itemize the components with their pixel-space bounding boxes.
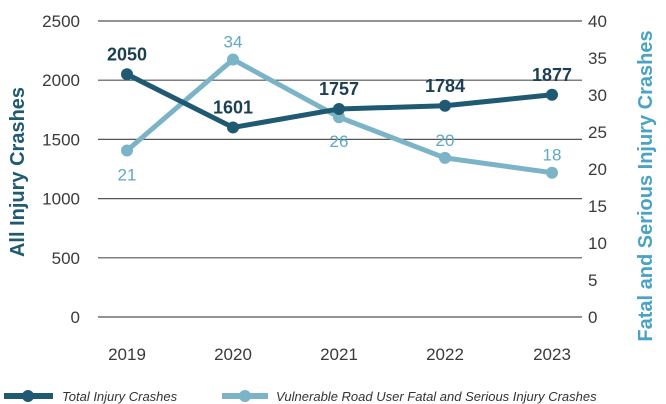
data-point-vulnerable xyxy=(546,166,558,179)
data-point-vulnerable xyxy=(227,53,239,66)
right-tick-label: 0 xyxy=(588,308,597,327)
data-point-total xyxy=(227,121,239,134)
x-tick-label: 2023 xyxy=(533,345,571,364)
left-axis-title: All Injury Crashes xyxy=(7,87,29,257)
x-tick-label: 2020 xyxy=(214,345,252,364)
right-tick-label: 30 xyxy=(588,86,607,105)
data-point-vulnerable xyxy=(121,144,133,157)
data-label-vulnerable: 18 xyxy=(543,146,562,165)
left-axis-ticks: 0 500 1000 1500 2000 2500 xyxy=(42,12,80,327)
legend-label-vulnerable: Vulnerable Road User Fatal and Serious I… xyxy=(276,389,597,404)
right-tick-label: 40 xyxy=(588,12,607,31)
series-lines xyxy=(121,53,558,179)
gridlines xyxy=(98,20,582,318)
right-axis-title: Fatal and Serious Injury Crashes xyxy=(635,30,657,341)
data-point-total xyxy=(546,88,558,101)
data-point-total xyxy=(121,68,133,81)
data-point-total xyxy=(439,99,451,112)
data-labels: 2050 1601 1757 1784 1877 21 34 26 20 18 xyxy=(107,32,572,184)
left-tick-label: 2000 xyxy=(42,71,80,90)
left-tick-label: 1000 xyxy=(42,190,80,209)
data-label-total: 1757 xyxy=(319,79,359,99)
right-tick-label: 15 xyxy=(588,197,607,216)
x-tick-label: 2022 xyxy=(426,345,464,364)
right-tick-label: 10 xyxy=(588,234,607,253)
legend-marker-vulnerable xyxy=(239,390,251,402)
right-tick-label: 5 xyxy=(588,271,597,290)
data-label-vulnerable: 21 xyxy=(118,166,137,185)
data-label-vulnerable: 34 xyxy=(224,32,243,51)
data-label-total: 1601 xyxy=(213,97,253,117)
right-tick-label: 20 xyxy=(588,160,607,179)
legend-item-total: Total Injury Crashes xyxy=(4,389,178,404)
right-tick-label: 25 xyxy=(588,123,607,142)
right-axis-ticks: 0 5 10 15 20 25 30 35 40 xyxy=(588,12,607,327)
x-axis-ticks: 2019 2020 2021 2022 2023 xyxy=(108,345,571,364)
data-label-vulnerable: 26 xyxy=(330,132,349,151)
right-tick-label: 35 xyxy=(588,49,607,68)
left-tick-label: 1500 xyxy=(42,130,80,149)
legend-marker-total xyxy=(22,390,34,402)
data-label-total: 1784 xyxy=(425,76,465,96)
data-point-vulnerable xyxy=(439,151,451,164)
left-tick-label: 500 xyxy=(52,249,80,268)
legend-item-vulnerable: Vulnerable Road User Fatal and Serious I… xyxy=(222,389,597,404)
data-point-total xyxy=(333,102,345,115)
data-label-vulnerable: 20 xyxy=(436,131,455,150)
data-label-total: 1877 xyxy=(532,65,572,85)
left-tick-label: 2500 xyxy=(42,12,80,31)
legend-label-total: Total Injury Crashes xyxy=(62,389,178,404)
data-label-total: 2050 xyxy=(107,44,147,64)
x-tick-label: 2019 xyxy=(108,345,146,364)
legend: Total Injury Crashes Vulnerable Road Use… xyxy=(4,389,597,404)
left-tick-label: 0 xyxy=(71,308,80,327)
data-point-vulnerable xyxy=(333,111,345,124)
x-tick-label: 2021 xyxy=(320,345,358,364)
